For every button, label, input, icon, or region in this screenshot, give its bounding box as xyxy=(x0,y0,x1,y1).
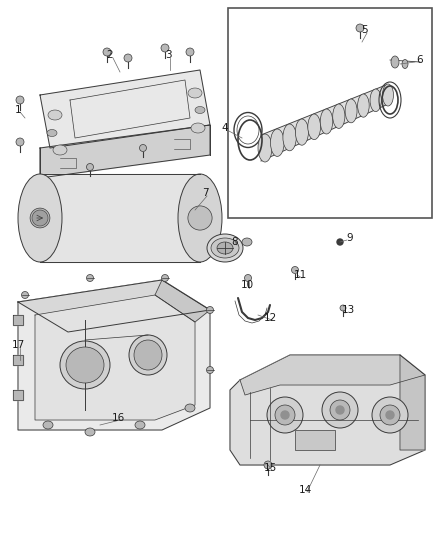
Circle shape xyxy=(281,411,289,419)
Ellipse shape xyxy=(370,89,381,111)
Circle shape xyxy=(372,397,408,433)
Text: 4: 4 xyxy=(222,123,228,133)
Circle shape xyxy=(330,400,350,420)
Circle shape xyxy=(337,239,343,245)
Ellipse shape xyxy=(60,341,110,389)
Circle shape xyxy=(244,274,251,281)
Ellipse shape xyxy=(188,206,212,230)
Circle shape xyxy=(139,144,146,151)
Polygon shape xyxy=(40,125,210,178)
Text: 14: 14 xyxy=(298,485,311,495)
Text: 8: 8 xyxy=(232,237,238,247)
Circle shape xyxy=(21,292,28,298)
Circle shape xyxy=(292,266,299,273)
Text: 3: 3 xyxy=(165,50,171,60)
Circle shape xyxy=(356,24,364,32)
Ellipse shape xyxy=(295,119,308,145)
Text: 5: 5 xyxy=(362,25,368,35)
Circle shape xyxy=(16,138,24,146)
Text: 12: 12 xyxy=(263,313,277,323)
Circle shape xyxy=(161,44,169,52)
Ellipse shape xyxy=(345,99,357,123)
Ellipse shape xyxy=(283,124,296,151)
Polygon shape xyxy=(400,355,425,450)
Ellipse shape xyxy=(217,242,233,254)
Circle shape xyxy=(267,397,303,433)
Ellipse shape xyxy=(129,335,167,375)
Text: 7: 7 xyxy=(201,188,208,198)
Bar xyxy=(228,8,432,218)
Circle shape xyxy=(186,48,194,56)
Bar xyxy=(295,430,335,450)
Ellipse shape xyxy=(178,174,222,262)
Ellipse shape xyxy=(43,421,53,429)
Text: 9: 9 xyxy=(347,233,353,243)
Ellipse shape xyxy=(188,88,202,98)
Polygon shape xyxy=(60,158,76,168)
Ellipse shape xyxy=(195,107,205,114)
Ellipse shape xyxy=(53,145,67,155)
Ellipse shape xyxy=(242,238,252,246)
Polygon shape xyxy=(40,70,210,148)
Ellipse shape xyxy=(48,110,62,120)
Polygon shape xyxy=(13,355,23,365)
Ellipse shape xyxy=(258,134,272,162)
Circle shape xyxy=(124,54,132,62)
Polygon shape xyxy=(35,295,195,420)
Text: 16: 16 xyxy=(111,413,125,423)
Ellipse shape xyxy=(134,340,162,370)
Text: 10: 10 xyxy=(240,280,254,290)
Circle shape xyxy=(206,367,213,374)
Polygon shape xyxy=(13,390,23,400)
Circle shape xyxy=(340,305,346,311)
Circle shape xyxy=(275,405,295,425)
Ellipse shape xyxy=(357,94,369,117)
Circle shape xyxy=(322,392,358,428)
Ellipse shape xyxy=(207,234,243,262)
Circle shape xyxy=(32,210,48,226)
Ellipse shape xyxy=(391,56,399,68)
Ellipse shape xyxy=(270,129,284,156)
Polygon shape xyxy=(174,139,190,149)
Ellipse shape xyxy=(402,60,408,69)
Polygon shape xyxy=(40,174,200,262)
Polygon shape xyxy=(230,355,425,465)
Polygon shape xyxy=(13,315,23,325)
Ellipse shape xyxy=(18,174,62,262)
Ellipse shape xyxy=(135,421,145,429)
Ellipse shape xyxy=(66,347,104,383)
Text: 6: 6 xyxy=(417,55,423,65)
Circle shape xyxy=(386,411,394,419)
Text: 13: 13 xyxy=(341,305,355,315)
Circle shape xyxy=(206,306,213,313)
Text: 17: 17 xyxy=(11,340,25,350)
Ellipse shape xyxy=(191,123,205,133)
Circle shape xyxy=(103,48,111,56)
Ellipse shape xyxy=(333,104,345,128)
Polygon shape xyxy=(261,85,386,161)
Ellipse shape xyxy=(320,109,333,134)
Ellipse shape xyxy=(382,84,393,106)
Ellipse shape xyxy=(211,238,239,258)
Text: 15: 15 xyxy=(263,463,277,473)
Ellipse shape xyxy=(47,130,57,136)
Circle shape xyxy=(336,406,344,414)
Polygon shape xyxy=(155,280,210,322)
Circle shape xyxy=(86,164,93,171)
Text: 1: 1 xyxy=(15,105,21,115)
Circle shape xyxy=(264,461,272,469)
Ellipse shape xyxy=(185,404,195,412)
Ellipse shape xyxy=(85,428,95,436)
Ellipse shape xyxy=(308,114,321,140)
Circle shape xyxy=(86,274,93,281)
Polygon shape xyxy=(240,355,425,395)
Text: 11: 11 xyxy=(293,270,307,280)
Circle shape xyxy=(380,405,400,425)
Polygon shape xyxy=(18,280,210,332)
Circle shape xyxy=(162,274,169,281)
Ellipse shape xyxy=(30,208,50,228)
Polygon shape xyxy=(18,280,210,430)
Circle shape xyxy=(16,96,24,104)
Text: 2: 2 xyxy=(107,50,113,60)
